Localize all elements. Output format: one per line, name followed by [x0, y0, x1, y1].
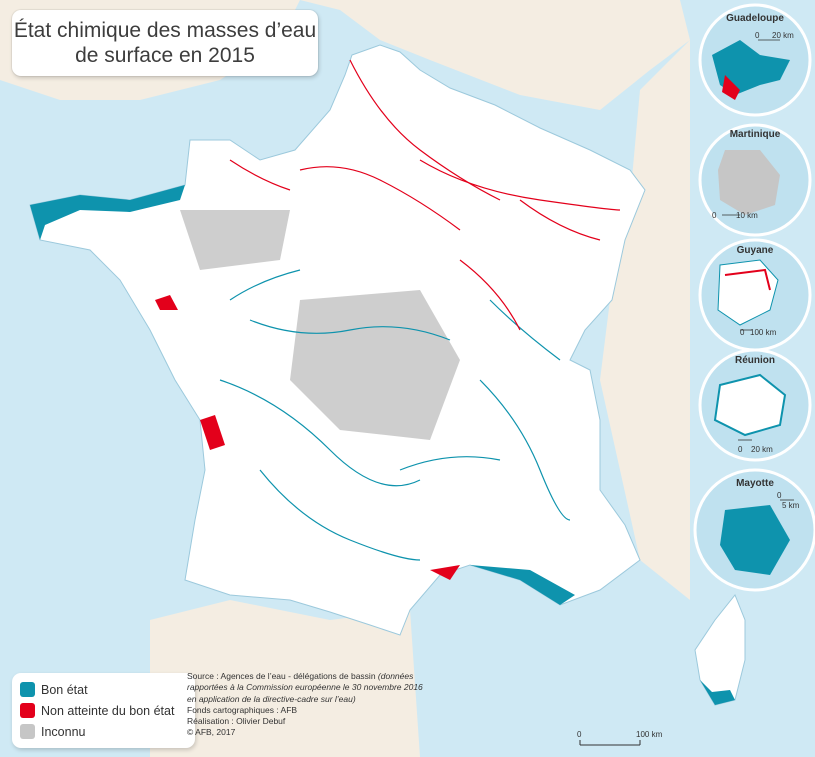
neighbour-land-east	[600, 40, 690, 600]
inset-label-reunion: Réunion	[735, 355, 775, 366]
title-line-1: État chimique des masses d’eau	[13, 19, 317, 42]
inset-label-mayotte: Mayotte	[736, 478, 774, 489]
source-line-1: Source : Agences de l’eau - délégations …	[187, 671, 376, 681]
reunion-scale-start: 0	[738, 445, 743, 454]
corsica-coast-good	[700, 680, 735, 705]
inset-guyane	[698, 238, 812, 352]
mayotte-scale-start: 0	[777, 491, 782, 500]
guadeloupe-scale-end: 20 km	[772, 31, 794, 40]
inset-label-martinique: Martinique	[729, 129, 781, 140]
martinique-scale-start: 0	[712, 211, 717, 220]
source-credits: Source : Agences de l’eau - délégations …	[187, 671, 457, 739]
source-line-3: en application de la directive-cadre sur…	[187, 693, 356, 704]
inset-scalebars	[722, 39, 794, 501]
coastal-bad-etang	[430, 565, 460, 580]
neighbour-land-spain	[150, 600, 420, 757]
guyane-scale-end: 100 km	[750, 328, 777, 337]
source-line-4: Fonds cartographiques : AFB	[187, 704, 298, 715]
source-line-2: rapportées à la Commission européenne le…	[187, 682, 423, 693]
inset-reunion	[698, 348, 812, 462]
martinique-scale-end: 10 km	[736, 211, 758, 220]
rivers-good	[219, 269, 571, 561]
inset-martinique	[698, 123, 812, 237]
legend-item-good: Bon état	[20, 679, 195, 700]
unknown-area-brittany	[180, 210, 290, 270]
legend: Bon état Non atteinte du bon état Inconn…	[12, 673, 195, 748]
inset-label-guadeloupe: Guadeloupe	[726, 13, 784, 24]
legend-swatch-good	[20, 682, 35, 697]
inset-guadeloupe	[698, 3, 812, 117]
neighbour-land-north	[300, 0, 690, 110]
legend-label-bad: Non atteinte du bon état	[41, 703, 175, 718]
legend-label-unknown: Inconnu	[41, 724, 86, 739]
reunion-scale-end: 20 km	[751, 445, 773, 454]
rivers-bad	[229, 59, 621, 331]
main-scale-end: 100 km	[636, 730, 663, 739]
source-line-6: © AFB, 2017	[187, 727, 236, 738]
mayotte-scale-end: 5 km	[782, 501, 800, 510]
legend-item-bad: Non atteinte du bon état	[20, 700, 195, 721]
source-line-5: Réalisation : Olivier Debuf	[187, 716, 286, 727]
coastal-good-mediterranean	[470, 565, 575, 605]
main-scalebar	[579, 740, 641, 746]
inset-label-guyane: Guyane	[736, 245, 774, 256]
main-scale-start: 0	[577, 730, 582, 739]
coastal-bad-brest	[155, 295, 178, 310]
legend-label-good: Bon état	[41, 682, 88, 697]
guyane-scale-start: 0	[740, 328, 745, 337]
coastal-good-brittany	[30, 185, 185, 240]
legend-swatch-unknown	[20, 724, 35, 739]
legend-swatch-bad	[20, 703, 35, 718]
legend-item-unknown: Inconnu	[20, 721, 195, 742]
guadeloupe-scale-start: 0	[755, 31, 760, 40]
title-line-2: de surface en 2015	[75, 44, 255, 67]
coastal-bad-arcachon	[200, 415, 225, 450]
source-note-1: (données	[377, 671, 414, 681]
map-title: État chimique des masses d’eau de surfac…	[12, 10, 318, 76]
unknown-area-center	[290, 290, 460, 440]
